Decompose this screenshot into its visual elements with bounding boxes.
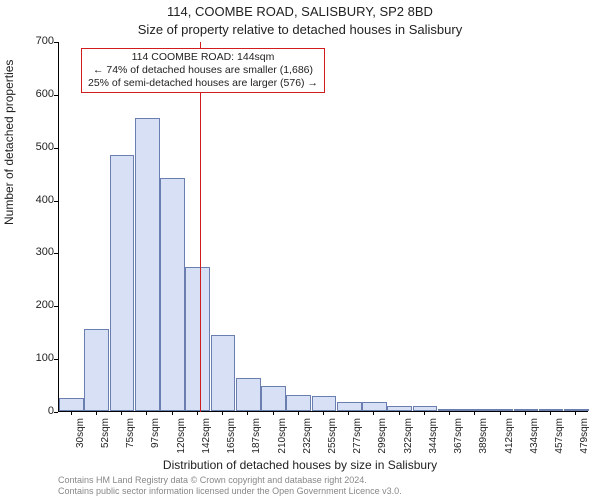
x-tick-label: 142sqm (201, 418, 212, 468)
x-tick-mark (348, 411, 349, 415)
x-tick-mark (71, 411, 72, 415)
x-tick-mark (525, 411, 526, 415)
histogram-bar (135, 118, 160, 411)
x-tick-label: 457sqm (554, 418, 565, 468)
x-tick-mark (273, 411, 274, 415)
x-tick-mark (575, 411, 576, 415)
x-tick-label: 75sqm (125, 418, 136, 468)
attribution-line-1: Contains HM Land Registry data © Crown c… (58, 475, 402, 486)
histogram-bar (488, 409, 513, 411)
x-tick-label: 434sqm (529, 418, 540, 468)
y-tick-label: 600 (14, 88, 54, 100)
y-tick-mark (54, 95, 58, 96)
annotation-line: 25% of semi-detached houses are larger (… (88, 77, 318, 90)
x-tick-label: 165sqm (226, 418, 237, 468)
attribution-line-2: Contains public sector information licen… (58, 486, 402, 497)
x-tick-label: 322sqm (403, 418, 414, 468)
title-address: 114, COOMBE ROAD, SALISBURY, SP2 8BD (0, 4, 600, 19)
x-tick-mark (474, 411, 475, 415)
histogram-bar (413, 406, 438, 411)
chart-container: 114, COOMBE ROAD, SALISBURY, SP2 8BD Siz… (0, 0, 600, 500)
y-tick-mark (54, 253, 58, 254)
x-tick-mark (298, 411, 299, 415)
y-tick-mark (54, 306, 58, 307)
histogram-bar (236, 378, 261, 411)
histogram-bar (59, 398, 84, 411)
y-tick-mark (54, 42, 58, 43)
x-tick-label: 120sqm (176, 418, 187, 468)
x-tick-mark (172, 411, 173, 415)
y-tick-label: 500 (14, 141, 54, 153)
x-tick-label: 187sqm (251, 418, 262, 468)
x-tick-mark (197, 411, 198, 415)
x-tick-label: 277sqm (352, 418, 363, 468)
histogram-bar (286, 395, 311, 411)
x-tick-mark (449, 411, 450, 415)
x-tick-mark (373, 411, 374, 415)
attribution: Contains HM Land Registry data © Crown c… (58, 475, 402, 497)
x-tick-mark (247, 411, 248, 415)
x-tick-mark (500, 411, 501, 415)
histogram-bar (337, 402, 362, 412)
x-tick-label: 255sqm (327, 418, 338, 468)
x-tick-label: 479sqm (579, 418, 590, 468)
x-tick-mark (399, 411, 400, 415)
y-tick-mark (54, 201, 58, 202)
x-tick-mark (121, 411, 122, 415)
x-tick-mark (146, 411, 147, 415)
property-marker-line (200, 42, 201, 412)
x-tick-label: 30sqm (75, 418, 86, 468)
annotation-line: ← 74% of detached houses are smaller (1,… (88, 64, 318, 77)
y-tick-label: 100 (14, 352, 54, 364)
y-tick-label: 300 (14, 246, 54, 258)
y-tick-label: 700 (14, 35, 54, 47)
x-tick-label: 52sqm (100, 418, 111, 468)
x-tick-label: 412sqm (504, 418, 515, 468)
y-tick-label: 200 (14, 299, 54, 311)
x-tick-label: 299sqm (377, 418, 388, 468)
x-tick-label: 367sqm (453, 418, 464, 468)
y-tick-label: 0 (14, 405, 54, 417)
histogram-bar (160, 178, 185, 411)
histogram-bar (185, 267, 210, 411)
annotation-box: 114 COOMBE ROAD: 144sqm← 74% of detached… (81, 48, 325, 93)
x-tick-label: 97sqm (150, 418, 161, 468)
x-tick-label: 344sqm (428, 418, 439, 468)
histogram-bar (84, 329, 109, 411)
x-tick-label: 232sqm (302, 418, 313, 468)
y-tick-mark (54, 359, 58, 360)
histogram-bar (312, 396, 337, 411)
histogram-bar (387, 406, 412, 411)
x-tick-label: 389sqm (478, 418, 489, 468)
x-tick-label: 210sqm (277, 418, 288, 468)
histogram-bar (110, 155, 135, 411)
plot-area: 114 COOMBE ROAD: 144sqm← 74% of detached… (58, 42, 588, 412)
annotation-line: 114 COOMBE ROAD: 144sqm (88, 51, 318, 64)
x-tick-mark (550, 411, 551, 415)
title-subtitle: Size of property relative to detached ho… (0, 22, 600, 37)
histogram-bar (362, 402, 387, 412)
x-tick-mark (222, 411, 223, 415)
y-tick-mark (54, 148, 58, 149)
y-tick-label: 400 (14, 194, 54, 206)
y-tick-mark (54, 412, 58, 413)
x-tick-mark (424, 411, 425, 415)
histogram-bar (261, 386, 286, 411)
histogram-bar (514, 409, 539, 411)
histogram-bar (211, 335, 236, 411)
x-tick-mark (323, 411, 324, 415)
x-tick-mark (96, 411, 97, 415)
